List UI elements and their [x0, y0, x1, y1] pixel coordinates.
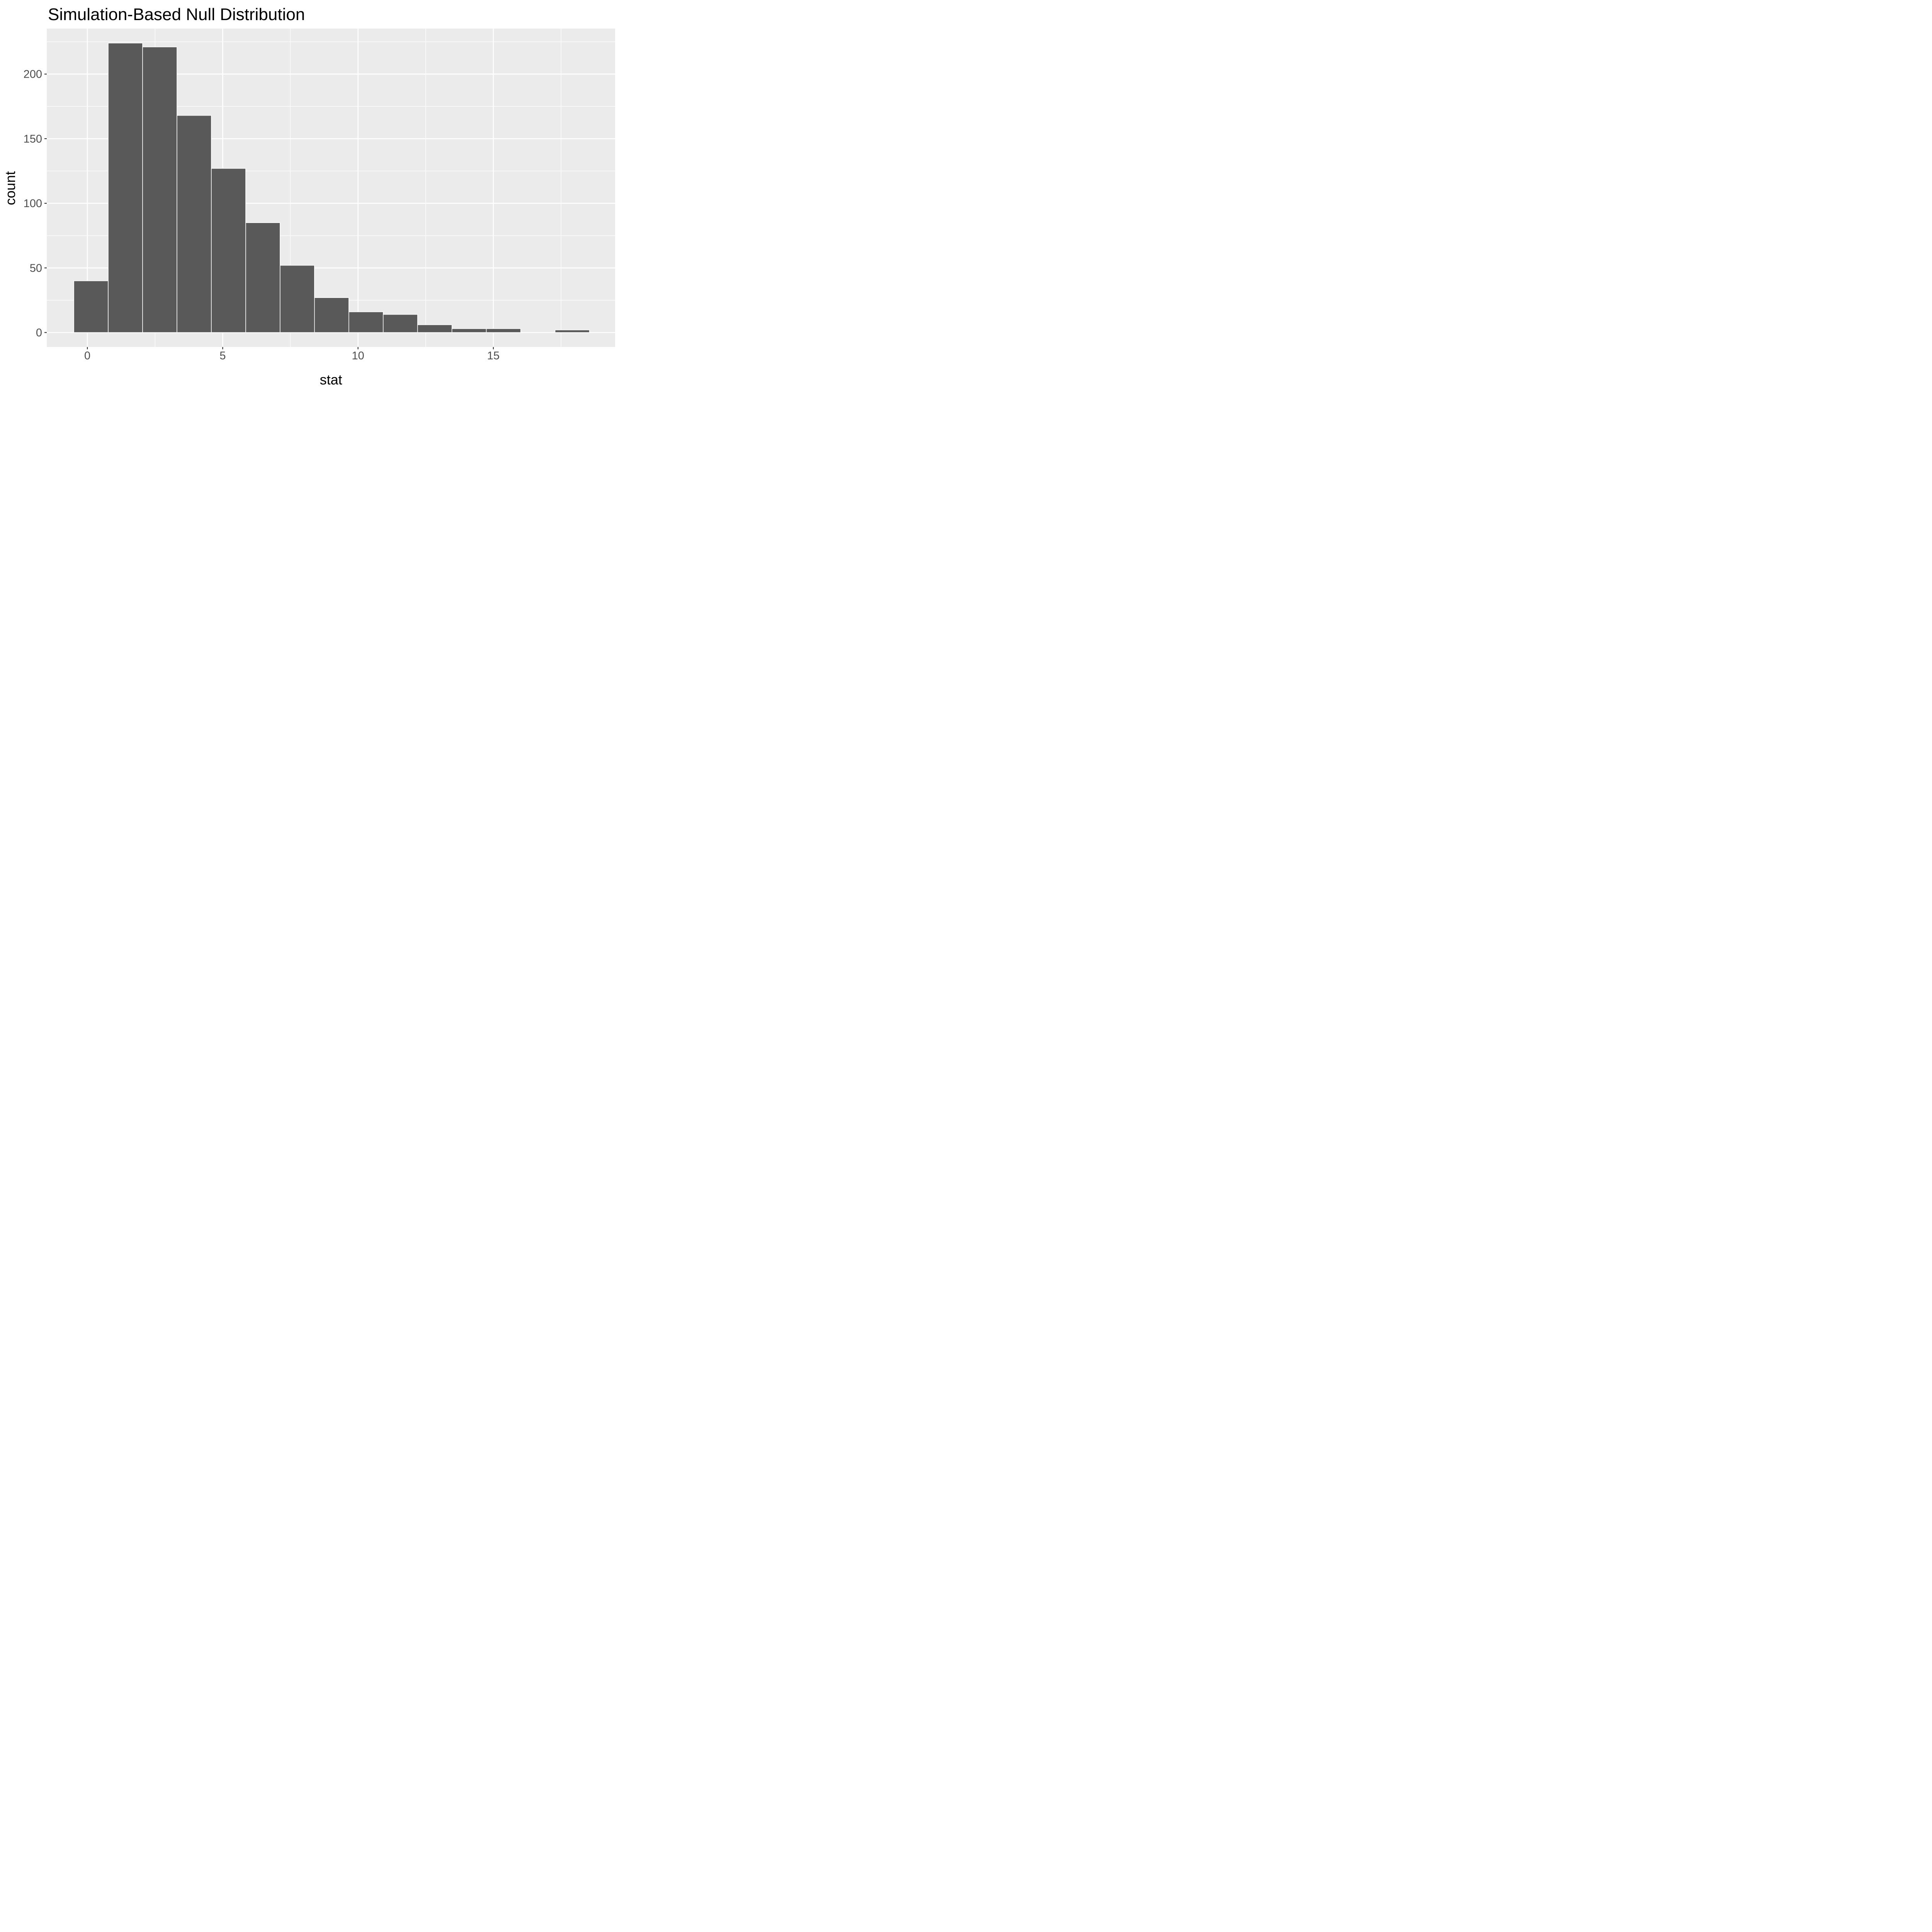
- x-axis-title: stat: [320, 372, 342, 386]
- histogram-bar: [314, 297, 349, 333]
- histogram-bar: [73, 281, 109, 333]
- histogram-bar: [142, 46, 177, 333]
- y-axis-title: count: [2, 171, 18, 206]
- y-tick-label: 200: [24, 68, 42, 81]
- histogram-bar: [554, 330, 590, 333]
- histogram-bar: [245, 222, 281, 333]
- histogram-bar: [108, 43, 143, 333]
- y-tick-label: 100: [24, 197, 42, 210]
- histogram-bar: [451, 328, 487, 333]
- histogram-bar: [383, 314, 418, 333]
- x-tick-label: 0: [84, 350, 90, 362]
- y-tick-label: 150: [24, 133, 42, 145]
- x-tick-label: 15: [487, 350, 500, 362]
- histogram-bar: [348, 311, 384, 333]
- histogram-bar: [417, 324, 452, 333]
- histogram-bar: [486, 328, 521, 333]
- histogram-bar: [177, 115, 212, 333]
- axis-tick-marks: [44, 73, 494, 349]
- plot-title: Simulation-Based Null Distribution: [48, 5, 305, 24]
- y-tick-label: 50: [30, 262, 42, 274]
- histogram-bar: [280, 265, 315, 333]
- x-tick-label: 10: [352, 350, 364, 362]
- plot-figure: 0 5 10 15 0 50 100 150 200 Simulation-Based Null…: [0, 0, 618, 386]
- histogram-bar: [211, 168, 246, 333]
- histogram-bars: [73, 43, 590, 333]
- y-tick-label: 0: [36, 327, 42, 339]
- x-tick-label: 5: [219, 350, 226, 362]
